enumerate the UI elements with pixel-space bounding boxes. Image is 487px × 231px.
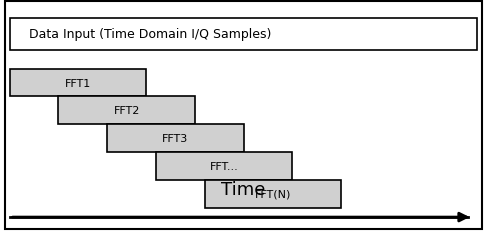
Text: FFT1: FFT1 [65,78,91,88]
Bar [107,125,244,152]
Bar [10,18,477,51]
Bar [10,69,146,97]
Text: FFT2: FFT2 [113,106,140,116]
Bar [58,97,195,125]
Bar [205,180,341,208]
Text: FFT(N): FFT(N) [255,189,291,199]
Text: Time: Time [221,180,266,198]
Bar [156,152,292,180]
Text: Data Input (Time Domain I/Q Samples): Data Input (Time Domain I/Q Samples) [29,28,272,41]
Text: FFT...: FFT... [209,161,239,171]
Text: FFT3: FFT3 [162,134,188,144]
